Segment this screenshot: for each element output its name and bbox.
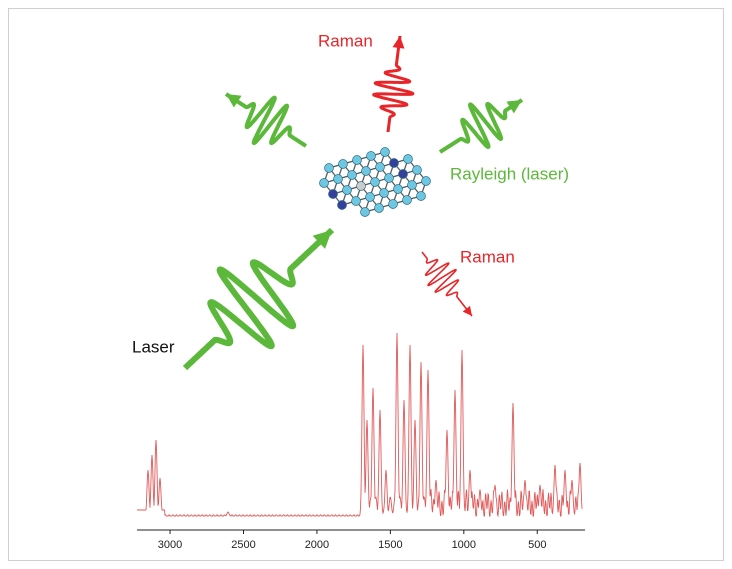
wave [372,34,415,134]
x-tick-label: 2500 [231,539,255,551]
atom [374,203,384,213]
atom [338,159,348,169]
wave [421,251,473,317]
atom [388,199,398,209]
x-tick-label: 3000 [158,539,182,551]
atom [324,163,334,173]
arrow-head [226,94,242,108]
atom [328,189,338,199]
atom [319,178,329,188]
atom [356,181,366,191]
atom [379,188,389,198]
atom [412,165,422,175]
arrow-head [392,36,405,49]
x-tick-label: 2000 [305,539,329,551]
atom [402,195,412,205]
wave [182,227,335,371]
atom [421,176,431,186]
atom [416,191,426,201]
molecule [319,147,431,217]
atom [380,147,390,157]
arrow-head [312,230,332,249]
wave [438,98,524,154]
arrow-head [462,305,472,316]
atom [351,196,361,206]
x-tick-label: 500 [528,539,546,551]
atom [333,174,343,184]
atom [403,154,413,164]
atom [384,173,394,183]
atom [337,200,347,210]
x-tick-label: 1000 [452,539,476,551]
atom [360,207,370,217]
atom [389,158,399,168]
atom [361,166,371,176]
atom [370,177,380,187]
atom [398,169,408,179]
atom [366,151,376,161]
wave [224,92,308,148]
raman-label: Raman [460,247,515,266]
rayleigh-label: Rayleigh (laser) [450,164,569,183]
raman-label: Raman [318,31,373,50]
waves [182,34,524,371]
atom [347,170,357,180]
x-tick-label: 1500 [378,539,402,551]
atom [407,180,417,190]
atom [352,155,362,165]
atom [342,185,352,195]
arrow-head [506,100,522,114]
spectrum-line [137,332,583,518]
atom [365,192,375,202]
atom [393,184,403,194]
atom [375,162,385,172]
laser-label: Laser [132,337,175,356]
